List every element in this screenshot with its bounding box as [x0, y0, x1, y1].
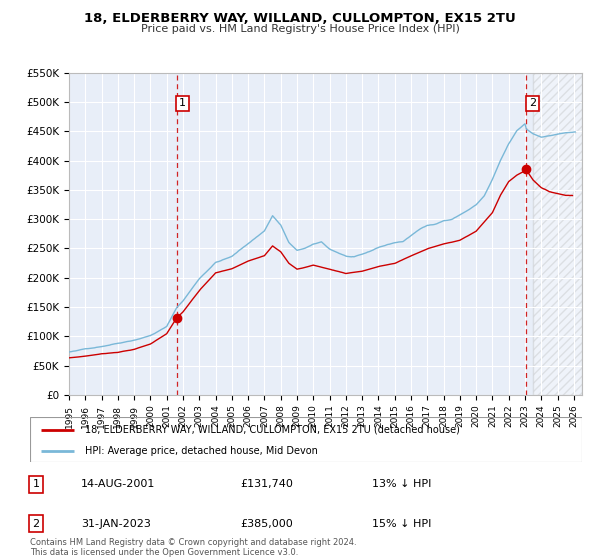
Text: 1: 1	[179, 99, 186, 109]
Text: Price paid vs. HM Land Registry's House Price Index (HPI): Price paid vs. HM Land Registry's House …	[140, 24, 460, 34]
Text: 2: 2	[32, 519, 40, 529]
Text: 2: 2	[529, 99, 536, 109]
Text: 1: 1	[32, 479, 40, 489]
Text: Contains HM Land Registry data © Crown copyright and database right 2024.: Contains HM Land Registry data © Crown c…	[30, 538, 356, 547]
Text: £131,740: £131,740	[240, 479, 293, 489]
Text: HPI: Average price, detached house, Mid Devon: HPI: Average price, detached house, Mid …	[85, 446, 318, 456]
Text: 13% ↓ HPI: 13% ↓ HPI	[372, 479, 431, 489]
Text: 18, ELDERBERRY WAY, WILLAND, CULLOMPTON, EX15 2TU (detached house): 18, ELDERBERRY WAY, WILLAND, CULLOMPTON,…	[85, 424, 460, 435]
Text: 31-JAN-2023: 31-JAN-2023	[81, 519, 151, 529]
Text: 18, ELDERBERRY WAY, WILLAND, CULLOMPTON, EX15 2TU: 18, ELDERBERRY WAY, WILLAND, CULLOMPTON,…	[84, 12, 516, 25]
Text: 14-AUG-2001: 14-AUG-2001	[81, 479, 155, 489]
Text: £385,000: £385,000	[240, 519, 293, 529]
Text: 15% ↓ HPI: 15% ↓ HPI	[372, 519, 431, 529]
Text: This data is licensed under the Open Government Licence v3.0.: This data is licensed under the Open Gov…	[30, 548, 298, 557]
